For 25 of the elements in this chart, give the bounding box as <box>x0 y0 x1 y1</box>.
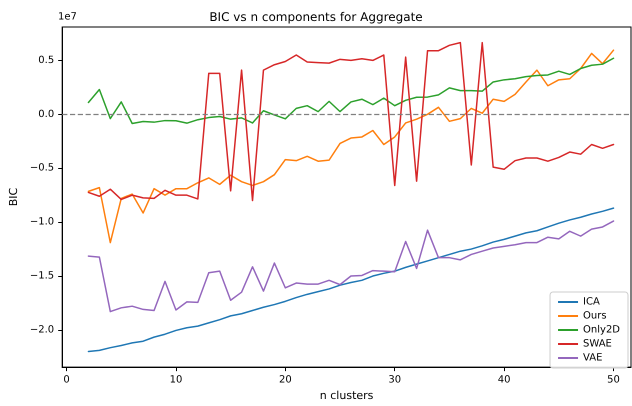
y-tick-label: −1.0 <box>30 216 54 228</box>
x-tick-label: 50 <box>607 374 620 386</box>
legend-label: Ours <box>583 310 607 322</box>
x-tick-label: 10 <box>170 374 182 386</box>
line-series <box>88 220 614 312</box>
legend-label: SWAE <box>583 338 612 350</box>
y-tick-label: 0.0 <box>38 108 54 120</box>
y-tick-label: −2.0 <box>30 324 54 336</box>
legend-label: ICA <box>583 296 600 308</box>
legend-label: VAE <box>583 352 602 364</box>
legend-label: Only2D <box>583 324 620 336</box>
chart-title: BIC vs n components for Aggregate <box>209 10 423 24</box>
x-tick-label: 0 <box>63 374 70 386</box>
y-tick-label: 0.5 <box>38 54 54 66</box>
y-tick-label: −0.5 <box>30 162 54 174</box>
line-series <box>88 42 614 202</box>
y-tick-label: −1.5 <box>30 270 54 282</box>
x-axis-title: n clusters <box>320 389 374 402</box>
x-tick-label: 40 <box>498 374 510 386</box>
line-series <box>88 58 614 124</box>
text: 1e7 <box>58 12 77 22</box>
x-tick-label: 20 <box>278 374 292 386</box>
y-axis-title: BIC <box>7 188 20 206</box>
x-tick-label: 30 <box>388 374 402 386</box>
line-series <box>88 49 614 244</box>
